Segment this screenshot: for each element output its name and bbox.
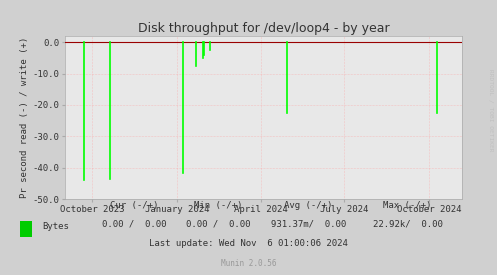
Text: 931.37m/  0.00: 931.37m/ 0.00: [270, 220, 346, 229]
Text: 0.00 /  0.00: 0.00 / 0.00: [102, 220, 166, 229]
Text: Max (-/+): Max (-/+): [383, 201, 432, 210]
Text: Cur (-/+): Cur (-/+): [110, 201, 159, 210]
Y-axis label: Pr second read (-) / write (+): Pr second read (-) / write (+): [20, 37, 29, 198]
Text: Min (-/+): Min (-/+): [194, 201, 243, 210]
Text: Munin 2.0.56: Munin 2.0.56: [221, 259, 276, 268]
Text: 22.92k/  0.00: 22.92k/ 0.00: [373, 220, 442, 229]
Text: Bytes: Bytes: [42, 222, 69, 231]
Text: Last update: Wed Nov  6 01:00:06 2024: Last update: Wed Nov 6 01:00:06 2024: [149, 239, 348, 248]
Text: 0.00 /  0.00: 0.00 / 0.00: [186, 220, 251, 229]
Title: Disk throughput for /dev/loop4 - by year: Disk throughput for /dev/loop4 - by year: [138, 21, 389, 35]
Text: Avg (-/+): Avg (-/+): [284, 201, 332, 210]
Text: RRDTOOL / TOBI OETIKER: RRDTOOL / TOBI OETIKER: [489, 69, 494, 151]
